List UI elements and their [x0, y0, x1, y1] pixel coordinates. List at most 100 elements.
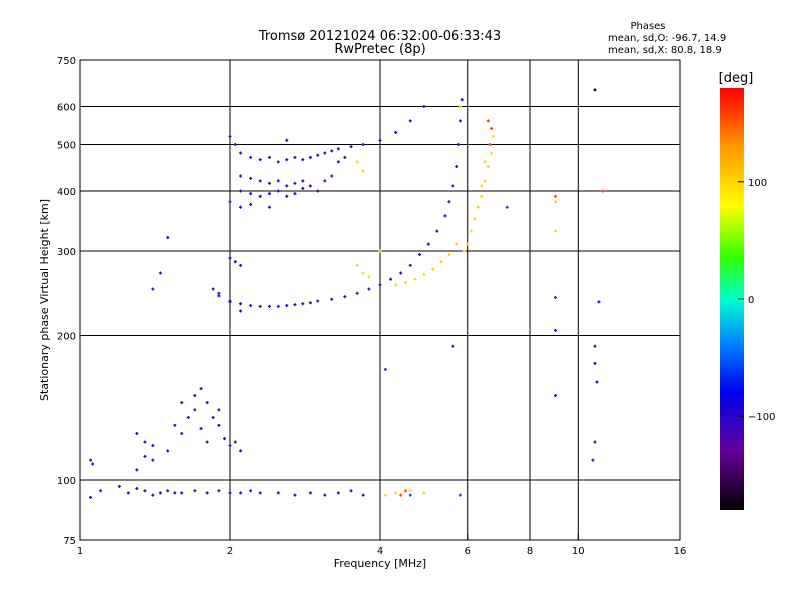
data-point: [383, 367, 387, 371]
data-point: [394, 491, 398, 495]
data-point: [301, 179, 305, 183]
data-point: [239, 189, 243, 193]
y-axis-label: Stationary phase Virtual Height [km]: [38, 199, 51, 401]
data-point: [488, 143, 492, 147]
data-point: [267, 205, 271, 209]
data-point: [193, 394, 197, 398]
data-point: [267, 155, 271, 159]
data-point: [431, 267, 435, 271]
x-tick-label: 6: [465, 546, 471, 557]
data-point: [228, 444, 232, 448]
data-point: [228, 256, 232, 260]
data-point: [301, 158, 305, 162]
chart-title: Tromsø 20121024 06:32:00-06:33:43: [258, 29, 501, 44]
data-point: [483, 179, 487, 183]
data-point: [151, 493, 155, 497]
data-point: [217, 294, 221, 298]
data-point: [199, 427, 203, 431]
data-point: [233, 260, 237, 264]
x-tick-label: 1: [77, 546, 83, 557]
data-point: [349, 489, 353, 493]
y-tick-label: 600: [57, 103, 76, 114]
data-point: [239, 309, 243, 313]
data-point: [308, 301, 312, 305]
data-point: [117, 484, 121, 488]
data-point: [490, 126, 494, 130]
data-point: [480, 184, 484, 188]
data-point: [553, 296, 557, 300]
data-point: [458, 105, 462, 109]
data-point: [593, 361, 597, 365]
data-point: [285, 184, 289, 188]
data-point: [361, 143, 365, 147]
data-point: [239, 491, 243, 495]
data-point: [293, 493, 297, 497]
data-point: [349, 145, 353, 149]
data-point: [276, 304, 280, 308]
x-axis-label: Frequency [MHz]: [334, 557, 426, 570]
data-point: [458, 119, 462, 123]
data-point: [158, 271, 162, 275]
stats-heading: Phases: [630, 21, 665, 32]
data-point: [330, 174, 334, 178]
data-point: [447, 200, 451, 204]
data-point: [394, 283, 398, 287]
data-point: [378, 138, 382, 142]
data-point: [408, 263, 412, 267]
data-point: [458, 493, 462, 497]
data-point: [89, 495, 93, 499]
data-point: [466, 242, 470, 246]
data-point: [336, 147, 340, 151]
y-tick-label: 75: [63, 536, 76, 547]
data-point: [276, 491, 280, 495]
data-point: [199, 387, 203, 391]
data-point: [367, 287, 371, 291]
data-point: [180, 401, 184, 405]
data-point: [258, 179, 262, 183]
data-point: [462, 249, 466, 253]
data-point: [228, 134, 232, 138]
data-point: [285, 158, 289, 162]
data-point: [553, 200, 557, 204]
stats-line-x: mean, sd,X: 80.8, 18.9: [608, 45, 722, 56]
data-point: [308, 491, 312, 495]
data-point: [367, 275, 371, 279]
data-point: [89, 458, 93, 462]
data-point: [426, 242, 430, 246]
stats-line-o: mean, sd,O: -96.7, 14.9: [608, 33, 726, 44]
data-point: [597, 300, 601, 304]
data-point: [490, 151, 494, 155]
data-point: [151, 444, 155, 448]
data-point: [316, 153, 320, 157]
data-point: [249, 176, 253, 180]
data-point: [593, 440, 597, 444]
data-point: [553, 229, 557, 233]
data-point: [323, 493, 327, 497]
data-point: [447, 253, 451, 257]
data-point: [486, 119, 490, 123]
data-point: [316, 189, 320, 193]
chart-subtitle: RwPretec (8p): [334, 42, 425, 57]
colorbar-tick-label: 100: [748, 178, 767, 189]
data-point: [361, 271, 365, 275]
data-point: [143, 454, 147, 458]
data-point: [593, 344, 597, 348]
data-point: [399, 271, 403, 275]
data-point: [355, 160, 359, 164]
data-point: [91, 462, 95, 466]
y-tick-label: 500: [57, 141, 76, 152]
data-point: [399, 493, 403, 497]
data-point: [239, 205, 243, 209]
data-point: [455, 164, 459, 168]
x-tick-label: 2: [227, 546, 233, 557]
data-point: [486, 164, 490, 168]
data-point: [239, 449, 243, 453]
colorbar-ticks: 100 0 −100: [738, 178, 775, 423]
data-point: [591, 458, 595, 462]
data-point: [249, 489, 253, 493]
y-tick-label: 100: [57, 476, 76, 487]
data-point: [473, 217, 477, 221]
data-point: [126, 491, 130, 495]
data-point: [143, 440, 147, 444]
data-point: [403, 280, 407, 284]
